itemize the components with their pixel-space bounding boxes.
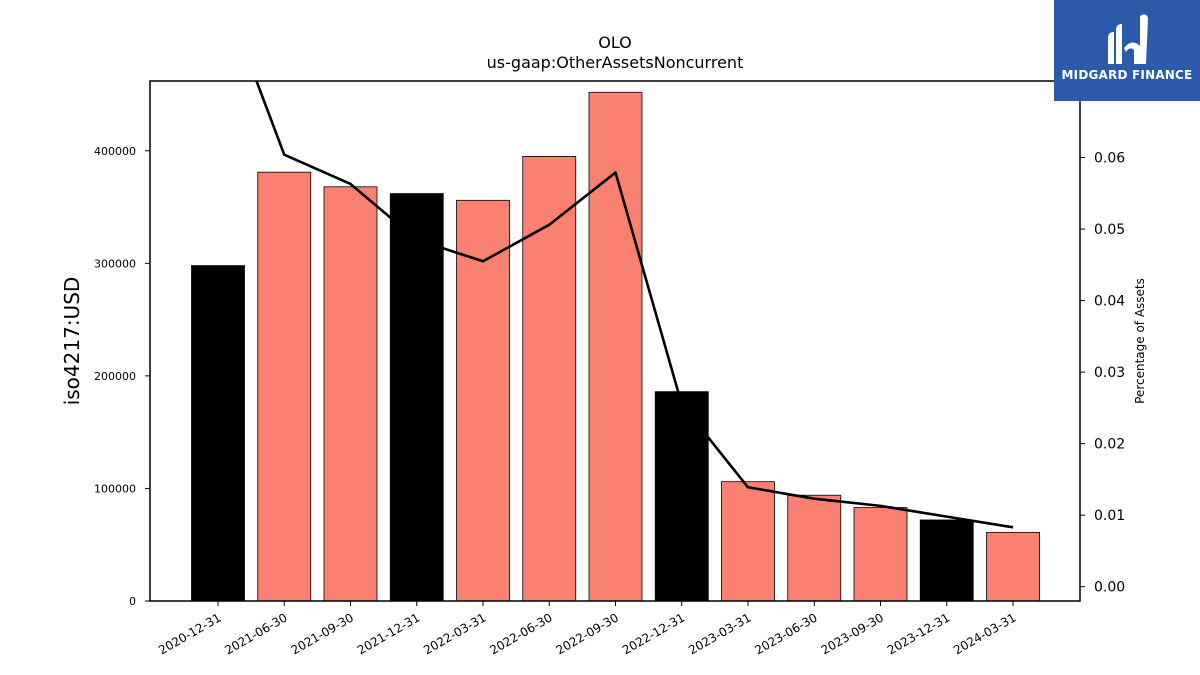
bar [257, 171, 312, 602]
bar [986, 531, 1040, 602]
x-tick-label: 2023-06-30 [752, 610, 819, 657]
bar [522, 156, 577, 602]
y-axis-label: iso4217:USD [60, 277, 84, 406]
x-tick-label: 2020-12-31 [156, 610, 223, 657]
x-tick-label: 2021-12-31 [355, 610, 422, 657]
x-tick-label: 2023-03-31 [686, 610, 753, 657]
bar [654, 391, 709, 602]
bars-group [191, 91, 1040, 602]
bar [787, 494, 842, 602]
x-tick-label: 2023-12-31 [885, 610, 952, 657]
y-tick-label: 200000 [94, 370, 136, 383]
x-tick-label: 2022-06-30 [487, 610, 554, 657]
x-tick-label: 2021-09-30 [289, 610, 356, 657]
y-tick-label: 100000 [94, 482, 136, 495]
chart-title: OLO [598, 33, 632, 52]
bar [456, 199, 510, 602]
y-tick-label: 0 [129, 595, 136, 608]
y2-tick-label: 0.00 [1094, 580, 1125, 596]
bar [588, 91, 643, 602]
y2-tick-label: 0.02 [1094, 437, 1125, 453]
y2-axis-label: Percentage of Assets [1133, 278, 1147, 404]
bar [721, 481, 775, 602]
bar [323, 186, 378, 602]
chart-subtitle: us-gaap:OtherAssetsNoncurrent [487, 53, 744, 72]
logo-mark-icon [1108, 14, 1148, 64]
bar [853, 507, 908, 602]
x-axis: 2020-12-312021-06-302021-09-302021-12-31… [156, 601, 1019, 657]
y2-tick-label: 0.05 [1094, 222, 1125, 238]
bar [919, 519, 974, 602]
y2-tick-label: 0.01 [1094, 508, 1125, 524]
x-tick-label: 2021-06-30 [222, 610, 289, 657]
x-tick-label: 2022-09-30 [554, 610, 621, 657]
y2-axis: 0.00 0.01 0.02 0.03 0.04 0.05 0.06 [1080, 151, 1125, 596]
y2-tick-label: 0.03 [1094, 365, 1125, 381]
bar [191, 265, 245, 602]
bar [389, 193, 444, 602]
midgard-finance-logo: MIDGARD FINANCE [1054, 0, 1200, 101]
y-tick-label: 400000 [94, 145, 136, 158]
x-tick-label: 2022-03-31 [421, 610, 488, 657]
y2-tick-label: 0.04 [1094, 294, 1125, 310]
logo-text: MIDGARD FINANCE [1061, 68, 1193, 82]
x-tick-label: 2023-09-30 [819, 610, 886, 657]
x-tick-label: 2024-03-31 [951, 610, 1018, 657]
y-tick-label: 300000 [94, 257, 136, 270]
y-axis: 0 100000 200000 300000 400000 [94, 145, 150, 608]
line-group [255, 81, 1014, 529]
line-series [255, 81, 1014, 529]
x-tick-label: 2022-12-31 [620, 610, 687, 657]
y2-tick-label: 0.06 [1094, 151, 1125, 167]
